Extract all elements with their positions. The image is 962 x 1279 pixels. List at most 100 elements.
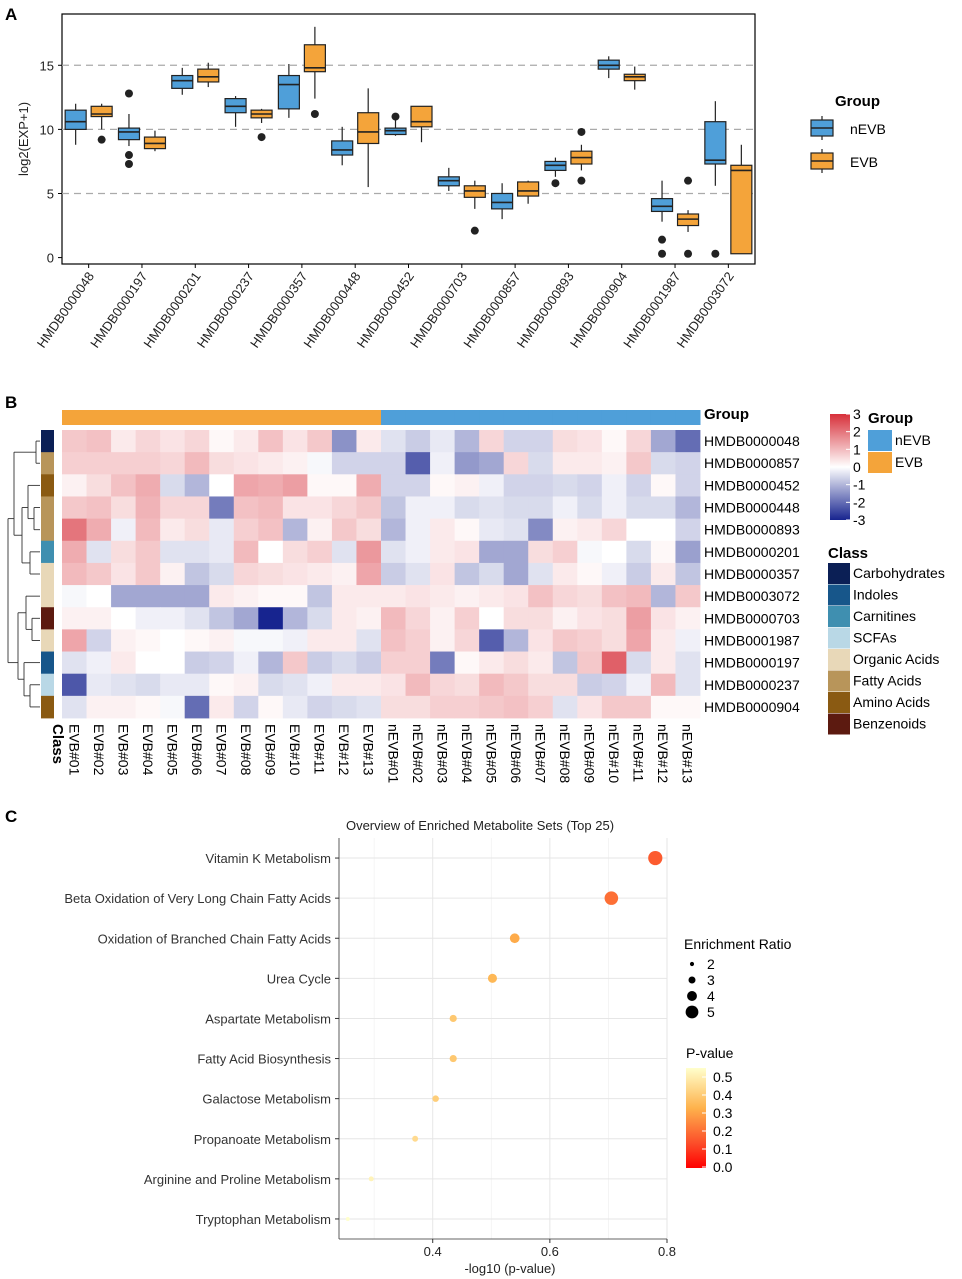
heatmap-cell <box>184 452 210 475</box>
heatmap-group-cell <box>675 410 701 425</box>
heatmap-class-legend-key <box>828 606 850 627</box>
enrichment-size-legend-label: 4 <box>707 988 715 1004</box>
heatmap-cell <box>282 540 308 564</box>
heatmap-cell <box>405 452 431 475</box>
heatmap-column-label: nEVB#13 <box>680 724 696 783</box>
heatmap-cell <box>184 562 210 586</box>
heatmap-cell <box>503 540 529 564</box>
heatmap-cell <box>430 585 456 608</box>
boxplot-x-tick-label: HMDB0003072 <box>674 269 737 350</box>
heatmap-cell <box>160 651 186 675</box>
heatmap-cell <box>62 695 87 719</box>
box-outlier <box>711 249 720 258</box>
boxplot-gridlines <box>62 64 755 195</box>
heatmap-cell <box>675 430 701 453</box>
heatmap-cell <box>405 585 431 608</box>
heatmap-cell <box>62 474 87 497</box>
heatmap-cell <box>282 607 308 630</box>
heatmap-cell <box>356 540 382 564</box>
heatmap-cell <box>184 496 210 520</box>
enrichment-dot <box>648 850 663 866</box>
heatmap-cell <box>86 562 112 586</box>
boxplot-x-tick-label: HMDB0000452 <box>354 269 417 350</box>
heatmap-cell <box>62 673 87 697</box>
heatmap-cell <box>503 673 529 697</box>
heatmap-group-cell <box>282 410 308 425</box>
heatmap-cell <box>258 629 284 652</box>
heatmap-cell <box>650 695 676 719</box>
heatmap-row-label: HMDB0000048 <box>704 433 800 449</box>
heatmap-group-cell <box>577 410 603 425</box>
heatmap-cell <box>479 474 505 497</box>
heatmap-group-legend-key <box>868 452 892 473</box>
heatmap-cell <box>307 585 333 608</box>
heatmap-class-cell <box>41 540 54 564</box>
heatmap-cell <box>552 540 578 564</box>
enrichment-dot <box>604 891 619 905</box>
heatmap-cell <box>503 629 529 652</box>
heatmap-cell <box>381 673 406 697</box>
heatmap-class-cell <box>41 607 54 630</box>
box-outlier <box>577 176 586 185</box>
heatmap-cell <box>626 607 652 630</box>
heatmap-cell <box>650 540 676 564</box>
heatmap-cell <box>233 562 259 586</box>
boxplot-y-ticks: 0 5 10 15 <box>40 58 62 266</box>
enrichment-size-legend-dot <box>685 1005 699 1019</box>
heatmap-cell <box>381 518 406 542</box>
heatmap-class-cell <box>41 474 54 497</box>
heatmap-scale-tick-label: 0 <box>853 459 861 475</box>
boxplot-legend-entries: nEVB EVB <box>810 116 886 173</box>
heatmap-cell <box>160 474 186 497</box>
heatmap-cell <box>601 540 627 564</box>
panel-label-b: B <box>5 393 17 412</box>
box-outlier <box>658 249 667 258</box>
boxplot-boxes <box>64 26 753 258</box>
heatmap-cell <box>111 673 137 697</box>
heatmap-column-label: nEVB#06 <box>508 724 524 783</box>
heatmap-cell <box>430 651 456 675</box>
heatmap-cell <box>184 607 210 630</box>
heatmap-class-legend-key <box>828 670 850 692</box>
heatmap-cell <box>650 629 676 652</box>
heatmap-cell <box>135 629 161 652</box>
heatmap-cell <box>233 607 259 630</box>
heatmap-cell <box>626 452 652 475</box>
heatmap-cell <box>528 540 554 564</box>
heatmap-cell <box>675 673 701 697</box>
heatmap-cell <box>331 673 357 697</box>
heatmap-cell <box>577 452 603 475</box>
box-outlier <box>97 135 106 144</box>
heatmap-cell <box>62 562 87 586</box>
heatmap-cell <box>331 651 357 675</box>
heatmap-cell <box>454 518 480 542</box>
box-outlier <box>551 179 560 188</box>
heatmap-cell <box>331 430 357 453</box>
heatmap-cell <box>86 607 112 630</box>
heatmap-cell <box>209 518 235 542</box>
heatmap-row-label: HMDB0000201 <box>704 544 800 560</box>
heatmap-cell <box>528 629 554 652</box>
heatmap-class-cell <box>41 562 54 586</box>
heatmap-cell <box>528 430 554 453</box>
heatmap-cell <box>258 695 284 719</box>
heatmap-class-bar <box>41 430 54 719</box>
heatmap-row-label: HMDB0000857 <box>704 455 800 471</box>
heatmap-group-cell <box>160 410 186 425</box>
enrichment-dot <box>432 1095 439 1102</box>
box-nevb <box>491 192 514 210</box>
heatmap-row-label: HMDB0000893 <box>704 522 800 538</box>
heatmap-cell <box>675 629 701 652</box>
heatmap-cell <box>528 562 554 586</box>
heatmap-cell <box>528 452 554 475</box>
enrichment-dots <box>345 850 663 1221</box>
heatmap-cell <box>135 430 161 453</box>
heatmap-cell <box>233 585 259 608</box>
heatmap-class-legend-label: Amino Acids <box>853 694 930 710</box>
heatmap-cell <box>528 673 554 697</box>
heatmap-scale-tick-label: -1 <box>853 477 866 493</box>
heatmap-scale-tick-label: -2 <box>853 494 866 510</box>
heatmap-cell <box>405 562 431 586</box>
boxplot-x-tick-label: HMDB0000904 <box>567 269 630 350</box>
enrichment-x-ticks: 0.4 0.6 0.8 <box>424 1239 676 1259</box>
